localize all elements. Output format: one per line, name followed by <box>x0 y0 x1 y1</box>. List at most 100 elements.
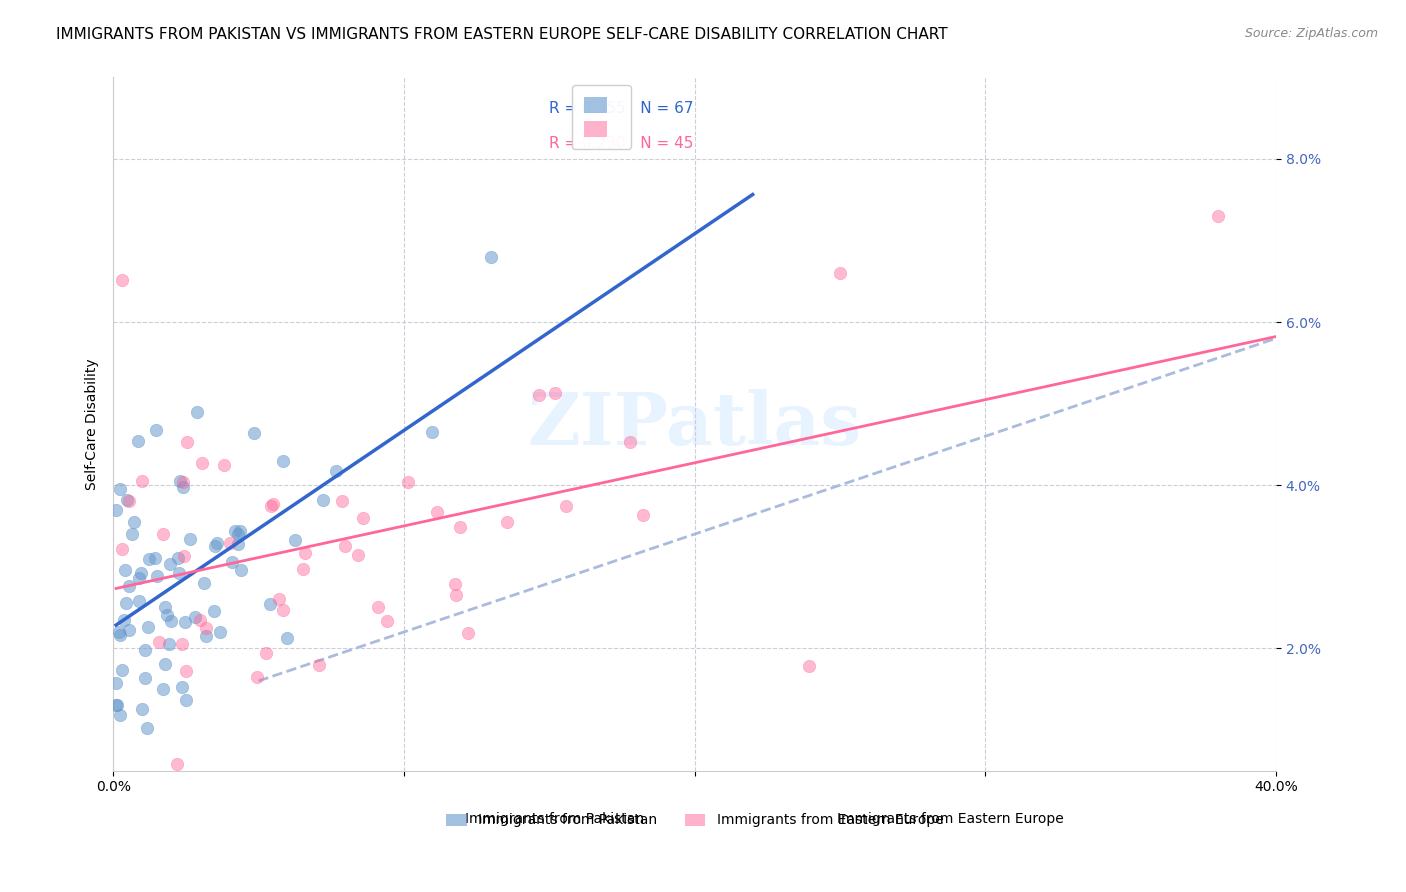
Immigrants from Eastern Europe <box>1206 209 1229 223</box>
Immigrants from Eastern Europe <box>335 539 357 553</box>
Immigrants from Pakistan <box>271 453 294 467</box>
Immigrants from Pakistan <box>112 613 135 627</box>
Immigrants from Pakistan <box>284 533 307 548</box>
Immigrants from Pakistan <box>108 625 131 640</box>
Y-axis label: Self-Care Disability: Self-Care Disability <box>86 359 100 490</box>
Immigrants from Eastern Europe <box>166 757 188 772</box>
Immigrants from Pakistan <box>169 474 191 488</box>
Immigrants from Pakistan <box>115 493 138 508</box>
Immigrants from Pakistan <box>325 464 347 478</box>
Immigrants from Pakistan <box>243 426 266 441</box>
Immigrants from Eastern Europe <box>396 475 419 489</box>
Immigrants from Eastern Europe <box>174 664 197 678</box>
Immigrants from Pakistan <box>276 632 298 646</box>
Immigrants from Pakistan <box>134 642 156 657</box>
Immigrants from Pakistan <box>169 566 191 580</box>
Immigrants from Pakistan <box>134 671 156 685</box>
Immigrants from Eastern Europe <box>118 494 141 508</box>
Immigrants from Pakistan <box>183 610 205 624</box>
Immigrants from Pakistan <box>118 624 141 638</box>
Immigrants from Pakistan <box>122 515 145 529</box>
Immigrants from Pakistan <box>157 637 180 651</box>
Immigrants from Eastern Europe <box>246 670 269 684</box>
Immigrants from Pakistan <box>193 575 215 590</box>
Immigrants from Pakistan <box>186 405 208 419</box>
Immigrants from Pakistan <box>110 628 132 642</box>
Text: Immigrants from Pakistan: Immigrants from Pakistan <box>465 813 644 826</box>
Immigrants from Pakistan <box>136 721 159 735</box>
Immigrants from Pakistan <box>114 563 136 577</box>
Immigrants from Eastern Europe <box>172 475 194 489</box>
Immigrants from Pakistan <box>205 536 228 550</box>
Immigrants from Pakistan <box>115 596 138 610</box>
Immigrants from Pakistan <box>174 693 197 707</box>
Immigrants from Pakistan <box>138 620 160 634</box>
Immigrants from Pakistan <box>179 533 201 547</box>
Immigrants from Pakistan <box>159 558 181 572</box>
Immigrants from Eastern Europe <box>449 520 471 534</box>
Immigrants from Pakistan <box>128 571 150 585</box>
Immigrants from Eastern Europe <box>797 659 820 673</box>
Immigrants from Eastern Europe <box>527 388 550 402</box>
Immigrants from Eastern Europe <box>446 589 468 603</box>
Immigrants from Eastern Europe <box>188 613 211 627</box>
Immigrants from Pakistan <box>128 594 150 608</box>
Immigrants from Eastern Europe <box>262 497 284 511</box>
Text: R = 0.355   N = 67: R = 0.355 N = 67 <box>550 101 693 116</box>
Immigrants from Eastern Europe <box>254 646 277 660</box>
Immigrants from Eastern Europe <box>111 541 134 556</box>
Immigrants from Pakistan <box>202 604 225 618</box>
Immigrants from Pakistan <box>156 608 179 623</box>
Immigrants from Pakistan <box>108 707 131 722</box>
Immigrants from Pakistan <box>108 482 131 496</box>
Immigrants from Pakistan <box>172 680 194 694</box>
Immigrants from Pakistan <box>167 550 190 565</box>
Immigrants from Eastern Europe <box>191 457 214 471</box>
Text: Source: ZipAtlas.com: Source: ZipAtlas.com <box>1244 27 1378 40</box>
Text: Immigrants from Eastern Europe: Immigrants from Eastern Europe <box>837 813 1064 826</box>
Immigrants from Pakistan <box>195 629 218 643</box>
Immigrants from Eastern Europe <box>367 599 389 614</box>
Immigrants from Pakistan <box>224 524 246 538</box>
Immigrants from Eastern Europe <box>291 561 314 575</box>
Immigrants from Eastern Europe <box>544 386 567 401</box>
Immigrants from Eastern Europe <box>271 603 294 617</box>
Immigrants from Eastern Europe <box>212 458 235 473</box>
Immigrants from Pakistan <box>111 663 134 677</box>
Immigrants from Eastern Europe <box>633 508 655 522</box>
Immigrants from Pakistan <box>173 615 195 630</box>
Immigrants from Pakistan <box>146 569 169 583</box>
Immigrants from Pakistan <box>129 566 152 581</box>
Immigrants from Eastern Europe <box>111 273 134 287</box>
Legend: Immigrants from Pakistan, Immigrants from Eastern Europe: Immigrants from Pakistan, Immigrants fro… <box>440 808 949 833</box>
Immigrants from Eastern Europe <box>444 577 467 591</box>
Immigrants from Eastern Europe <box>352 510 374 524</box>
Immigrants from Eastern Europe <box>347 549 370 563</box>
Immigrants from Pakistan <box>231 563 253 577</box>
Immigrants from Eastern Europe <box>375 614 398 628</box>
Immigrants from Eastern Europe <box>173 549 195 564</box>
Text: ZIPatlas: ZIPatlas <box>527 389 862 459</box>
Immigrants from Pakistan <box>312 492 335 507</box>
Immigrants from Pakistan <box>143 551 166 566</box>
Immigrants from Eastern Europe <box>828 266 851 280</box>
Immigrants from Pakistan <box>259 598 281 612</box>
Immigrants from Eastern Europe <box>426 505 449 519</box>
Immigrants from Pakistan <box>172 480 194 494</box>
Immigrants from Pakistan <box>204 539 226 553</box>
Immigrants from Pakistan <box>226 526 249 541</box>
Immigrants from Pakistan <box>131 701 153 715</box>
Immigrants from Pakistan <box>226 537 249 551</box>
Immigrants from Pakistan <box>209 625 232 640</box>
Immigrants from Eastern Europe <box>457 625 479 640</box>
Immigrants from Pakistan <box>127 434 149 448</box>
Immigrants from Eastern Europe <box>219 536 242 550</box>
Immigrants from Eastern Europe <box>294 545 316 559</box>
Immigrants from Eastern Europe <box>170 637 193 651</box>
Immigrants from Pakistan <box>121 526 143 541</box>
Immigrants from Pakistan <box>422 425 444 439</box>
Immigrants from Eastern Europe <box>131 474 153 488</box>
Immigrants from Eastern Europe <box>332 494 354 508</box>
Immigrants from Eastern Europe <box>152 527 174 541</box>
Immigrants from Eastern Europe <box>176 434 198 449</box>
